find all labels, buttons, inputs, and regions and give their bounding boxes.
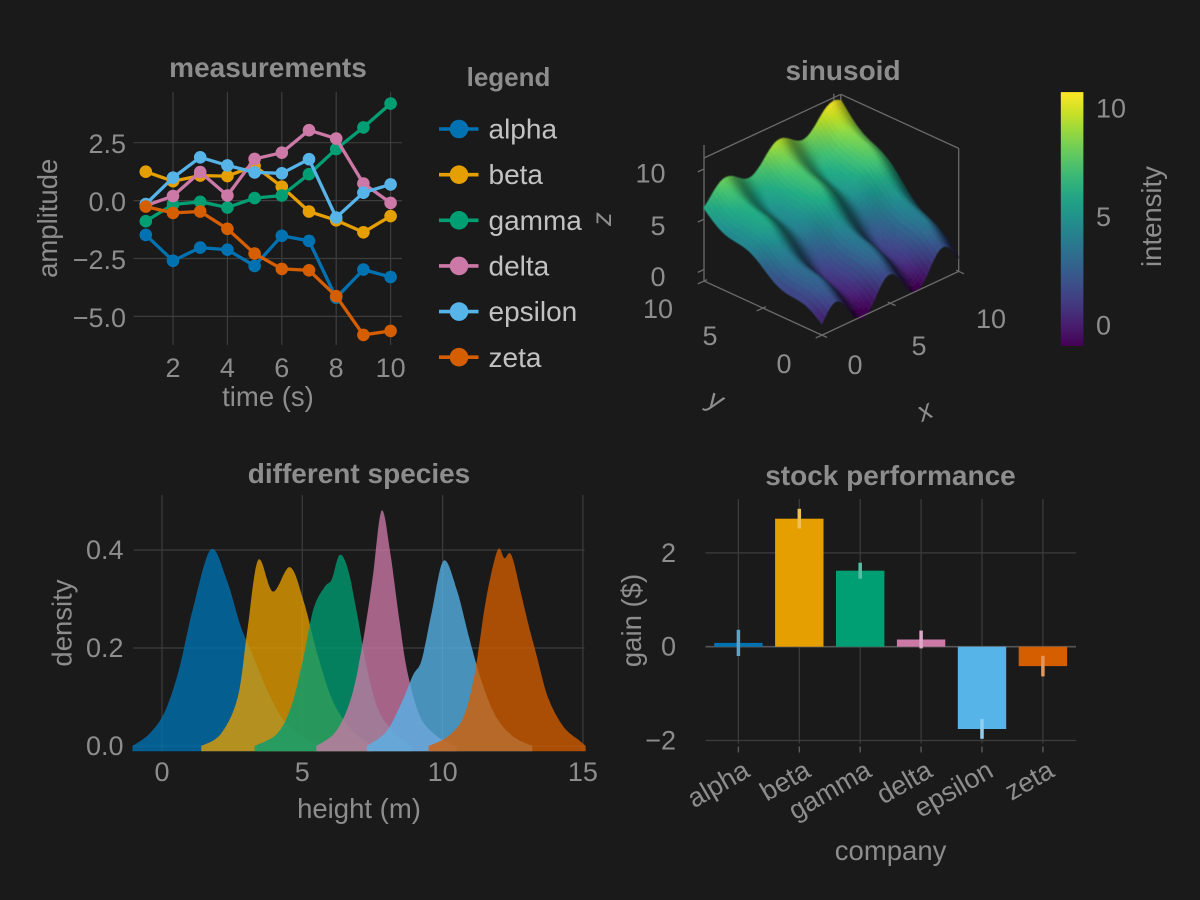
svg-text:beta: beta bbox=[489, 159, 544, 190]
svg-text:alpha: alpha bbox=[489, 114, 558, 145]
svg-text:10: 10 bbox=[376, 353, 406, 383]
svg-text:company: company bbox=[835, 835, 947, 866]
svg-text:gain ($): gain ($) bbox=[616, 574, 647, 667]
svg-text:15: 15 bbox=[568, 757, 598, 787]
svg-text:measurements: measurements bbox=[169, 52, 367, 83]
svg-text:−2: −2 bbox=[645, 726, 676, 756]
svg-text:0.2: 0.2 bbox=[86, 633, 124, 663]
svg-text:2: 2 bbox=[661, 538, 676, 568]
svg-text:−2.5: −2.5 bbox=[73, 245, 126, 275]
svg-text:height (m): height (m) bbox=[297, 793, 421, 824]
svg-text:delta: delta bbox=[489, 250, 550, 281]
svg-text:0.0: 0.0 bbox=[86, 731, 124, 761]
svg-text:5: 5 bbox=[1096, 202, 1111, 232]
svg-text:amplitude: amplitude bbox=[32, 159, 63, 278]
svg-text:10: 10 bbox=[635, 158, 665, 188]
svg-text:0: 0 bbox=[661, 632, 676, 662]
svg-text:different species: different species bbox=[248, 458, 471, 489]
svg-text:5: 5 bbox=[650, 211, 665, 241]
svg-text:sinusoid: sinusoid bbox=[785, 55, 900, 86]
svg-text:6: 6 bbox=[274, 353, 289, 383]
svg-text:0: 0 bbox=[1096, 310, 1111, 340]
svg-text:zeta: zeta bbox=[489, 342, 542, 373]
svg-text:intensity: intensity bbox=[1136, 166, 1167, 267]
svg-text:2: 2 bbox=[165, 353, 180, 383]
svg-text:5: 5 bbox=[702, 321, 717, 351]
svg-text:−5.0: −5.0 bbox=[73, 303, 126, 333]
svg-text:stock performance: stock performance bbox=[765, 460, 1016, 491]
svg-text:0.0: 0.0 bbox=[88, 187, 126, 217]
svg-text:time (s): time (s) bbox=[222, 381, 314, 412]
svg-text:0: 0 bbox=[154, 757, 169, 787]
svg-text:2.5: 2.5 bbox=[88, 129, 126, 159]
svg-text:gamma: gamma bbox=[489, 205, 583, 236]
svg-text:10: 10 bbox=[643, 294, 673, 324]
svg-text:10: 10 bbox=[976, 304, 1006, 334]
svg-text:0: 0 bbox=[650, 262, 665, 292]
svg-text:0: 0 bbox=[847, 350, 862, 380]
svg-text:z: z bbox=[586, 212, 617, 227]
svg-text:0: 0 bbox=[776, 349, 791, 379]
svg-text:epsilon: epsilon bbox=[489, 296, 578, 327]
svg-text:legend: legend bbox=[467, 62, 551, 92]
svg-text:5: 5 bbox=[911, 331, 926, 361]
svg-text:0.4: 0.4 bbox=[86, 535, 124, 565]
svg-text:10: 10 bbox=[1096, 93, 1126, 123]
svg-text:5: 5 bbox=[295, 757, 310, 787]
svg-text:4: 4 bbox=[220, 353, 235, 383]
svg-text:10: 10 bbox=[428, 757, 458, 787]
svg-text:8: 8 bbox=[329, 353, 344, 383]
svg-text:density: density bbox=[47, 579, 78, 666]
